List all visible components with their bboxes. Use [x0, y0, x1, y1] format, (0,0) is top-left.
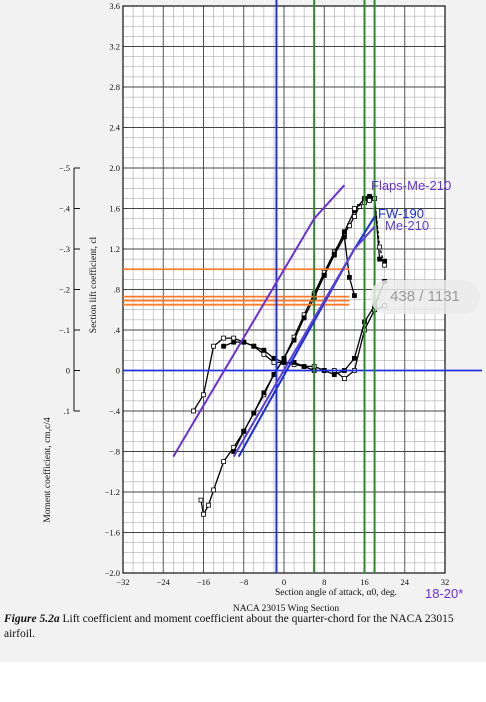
chart-title: NACA 23015 Wing Section [233, 604, 340, 614]
data-point [301, 364, 307, 369]
y-tick-label: 2.4 [109, 123, 120, 133]
data-point [367, 193, 372, 199]
x-tick-label: 0 [282, 577, 286, 587]
data-point [321, 272, 327, 278]
moment-axis: −.5 −.4 −.3 −.2 −.1 0 .1 [59, 163, 80, 416]
x-tick-label: 16 [360, 577, 369, 587]
data-point [251, 410, 257, 416]
data-point [352, 355, 357, 361]
lift-line-label: FW-190 [378, 206, 424, 221]
data-point [191, 408, 196, 414]
y-tick-label: 3.2 [109, 42, 120, 52]
data-point [341, 234, 347, 240]
data-point [352, 206, 357, 211]
data-point [221, 335, 227, 341]
moment-tick-label: −.1 [59, 325, 70, 335]
data-point [231, 339, 237, 345]
data-point [347, 274, 352, 280]
data-point [281, 355, 287, 361]
moment-tick-label: −.3 [59, 244, 70, 254]
data-point [301, 315, 307, 321]
moment-tick-label: −.5 [59, 163, 70, 173]
data-point [271, 355, 277, 361]
y-tick-label: .8 [114, 285, 120, 295]
data-point [377, 256, 382, 262]
lift-moment-chart: −32 −24 −16 −8 0 8 16 24 32 −2.0 −1.6 −1.2 −.8 −.4 0.… [42, 0, 482, 614]
data-point [211, 343, 216, 349]
data-point [198, 497, 204, 503]
data-point [382, 262, 388, 268]
data-point [261, 390, 267, 396]
y-tick-label: −1.2 [105, 487, 120, 497]
y-tick-label: 3.6 [109, 1, 120, 11]
y2-axis-label: Moment coefficient, cm,c/4 [42, 417, 53, 523]
axis-labels: Section angle of attack, α0, deg. NACA 2… [42, 236, 463, 614]
x-tick-label: 8 [322, 577, 326, 587]
data-point [211, 487, 216, 493]
data-point [341, 376, 347, 382]
data-point [261, 351, 267, 357]
data-point [377, 244, 382, 250]
x-axis-label: Section angle of attack, α0, deg. [275, 587, 397, 598]
y-tick-label: 1.2 [109, 244, 120, 254]
y-tick-label: −.4 [109, 406, 121, 416]
y-tick-label: 2.8 [109, 82, 120, 92]
data-point [201, 392, 206, 398]
data-point [261, 347, 267, 353]
lift-line-label: Flaps-Me-210 [371, 178, 451, 193]
y-tick-label: −.8 [109, 447, 120, 457]
y-tick-label: 0 [116, 366, 120, 376]
y-tick-label: .4 [114, 325, 121, 335]
data-point [352, 293, 357, 298]
y-tick-labels: −2.0 −1.6 −1.2 −.8 −.4 0 .4 .8 1.2 1.6 2.0 2.4 2.8 3.… [105, 1, 121, 578]
y-tick-label: −1.6 [105, 528, 120, 538]
lift-line-label: Me-210 [385, 218, 429, 233]
data-point [221, 343, 227, 349]
data-point [352, 214, 357, 220]
data-point [331, 252, 337, 258]
x-tick-label: 32 [441, 577, 450, 587]
figure-caption: Figure 5.2a Lift coefficient and moment … [4, 612, 482, 642]
lift-line-overlay [232, 226, 376, 458]
data-point [331, 372, 337, 377]
data-point [251, 343, 257, 349]
lift-line-overlay [172, 184, 346, 458]
y-tick-label: −2.0 [105, 568, 120, 578]
data-point [206, 502, 211, 508]
x-tick-labels: −32 −24 −16 −8 0 8 16 24 32 [116, 577, 449, 587]
x-tick-label: −16 [197, 577, 210, 587]
data-point [281, 359, 287, 365]
y-tick-label: 2.0 [109, 163, 120, 173]
moment-tick-label: −.4 [59, 204, 71, 214]
caption-label: Figure 5.2a [4, 613, 60, 625]
moment-tick-label: −.2 [59, 285, 70, 295]
data-point [341, 229, 347, 235]
y-axis-label: Section lift coefficient, cl [88, 236, 99, 333]
x-tick-label: −24 [157, 577, 171, 587]
x-tick-label: −8 [239, 577, 248, 587]
x-axis-note: 18-20* [425, 586, 463, 601]
data-point [241, 428, 247, 434]
data-point [291, 337, 297, 343]
moment-tick-label: .1 [64, 406, 70, 416]
moment-tick-label: 0 [66, 366, 70, 376]
data-point [201, 511, 206, 517]
page-indicator: 438 / 1131 [370, 280, 480, 314]
x-tick-label: 24 [401, 577, 410, 587]
data-point [271, 359, 277, 365]
x-tick-label: −32 [116, 577, 129, 587]
data-point [221, 459, 227, 465]
series-line [313, 234, 356, 296]
figure-panel: −32 −24 −16 −8 0 8 16 24 32 −2.0 −1.6 −1.2 −.8 −.4 0.… [0, 0, 486, 662]
data-point [271, 372, 277, 377]
data-point [231, 335, 237, 341]
y-tick-label: 1.6 [109, 204, 120, 214]
caption-text: Lift coefficient and moment coefficient … [4, 613, 454, 640]
data-point [367, 197, 372, 203]
